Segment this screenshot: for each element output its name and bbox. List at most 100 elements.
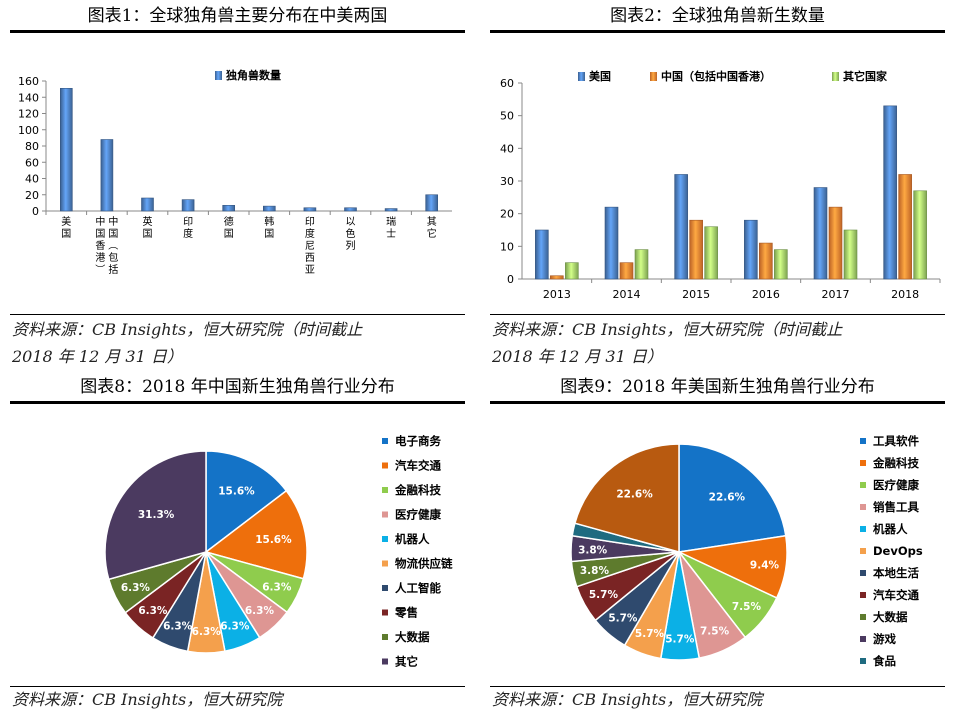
data-label: 5.7% bbox=[608, 613, 638, 625]
source-line-1: 资料来源：CB Insights，恒大研究院（时间截止 bbox=[492, 320, 843, 339]
bar bbox=[634, 249, 649, 280]
legend-label: 零售 bbox=[394, 606, 418, 620]
legend-swatch bbox=[382, 438, 388, 444]
x-tick-label: 尼 bbox=[305, 240, 315, 252]
legend-label: 本地生活 bbox=[873, 566, 919, 580]
x-tick-label: 瑞 bbox=[386, 216, 396, 228]
x-tick-label: 士 bbox=[386, 227, 396, 240]
x-tick-label: 西 bbox=[305, 253, 315, 264]
legend-label: 医疗健康 bbox=[873, 478, 919, 492]
x-tick-label: 国 bbox=[224, 228, 234, 240]
x-tick-label: 香 bbox=[95, 240, 105, 252]
x-tick-label: 以 bbox=[346, 217, 356, 228]
legend-label: 独角兽数量 bbox=[225, 68, 281, 82]
x-tick-label: 其 bbox=[427, 216, 437, 228]
legend-label: 汽车交通 bbox=[873, 588, 919, 602]
data-label: 31.3% bbox=[138, 509, 175, 521]
legend-label: 大数据 bbox=[873, 610, 908, 624]
x-tick-label: 韩 bbox=[264, 215, 274, 228]
panel-new-unicorns: 图表2：全球独角兽新生数量 0 10 20 30 40 50 60 2013 2014 2015 2… bbox=[490, 0, 945, 380]
legend-swatch bbox=[382, 585, 388, 591]
y-tick-label: 100 bbox=[18, 124, 39, 137]
x-tick-label: 美 bbox=[61, 215, 71, 228]
source-note: 资料来源：CB Insights，恒大研究院（时间截止 2018 年 12 月 … bbox=[12, 316, 362, 370]
bar bbox=[222, 205, 235, 212]
data-label: 6.3% bbox=[163, 620, 193, 632]
bar bbox=[550, 275, 564, 280]
bar bbox=[828, 206, 843, 280]
data-label: 5.7% bbox=[635, 628, 665, 640]
data-label: 22.6% bbox=[709, 491, 746, 503]
data-label: 22.6% bbox=[616, 489, 653, 501]
bar bbox=[619, 262, 634, 280]
x-tick-label: 国 bbox=[108, 228, 118, 240]
chart-title-2: 图表2：全球独角兽新生数量 bbox=[610, 6, 825, 26]
bar bbox=[604, 206, 619, 280]
legend-label: 中国（包括中国香港） bbox=[661, 69, 771, 83]
chart-title-1: 图表1：全球独角兽主要分布在中美两国 bbox=[87, 6, 388, 26]
source-line-1: 资料来源：CB Insights，恒大研究院 bbox=[12, 690, 283, 709]
panel-us-industry: 图表9：2018 年美国新生独角兽行业分布 22.6% 9.4% 7.5% 7.5% 5… bbox=[490, 373, 945, 717]
x-tick-label: （ bbox=[106, 240, 118, 250]
x-tick-label: 2013 bbox=[543, 288, 571, 301]
legend-label: 工具软件 bbox=[873, 434, 919, 448]
legend-label: 游戏 bbox=[873, 632, 896, 646]
x-tick-label: 国 bbox=[95, 228, 105, 240]
x-tick-label: 度 bbox=[183, 227, 193, 240]
pie-slice bbox=[573, 443, 680, 553]
data-label: 7.5% bbox=[700, 626, 730, 638]
legend-label: 金融科技 bbox=[394, 483, 441, 497]
y-tick-label: 30 bbox=[500, 175, 514, 188]
x-tick-label: 中 bbox=[108, 215, 118, 228]
pie-slice bbox=[678, 443, 787, 553]
legend-label: 机器人 bbox=[873, 522, 908, 536]
y-tick-label: 40 bbox=[25, 173, 39, 186]
source-rule bbox=[10, 314, 465, 315]
pie-slice bbox=[205, 450, 288, 554]
title-rule bbox=[490, 401, 945, 404]
legend-swatch bbox=[860, 570, 866, 576]
pie-slice bbox=[104, 450, 207, 581]
legend-swatch bbox=[860, 636, 866, 642]
y-tick-label: 80 bbox=[25, 140, 39, 153]
bar-chart-unicorn-count: 020406080100120140160美国中国（包括中国香港）英国印度德国韩… bbox=[18, 68, 452, 276]
legend-swatch bbox=[382, 609, 388, 616]
legend-swatch bbox=[860, 460, 866, 466]
bar bbox=[744, 219, 758, 280]
x-tick-label: 列 bbox=[346, 239, 356, 252]
y-tick-label: 40 bbox=[500, 142, 514, 155]
y-tick-label: 160 bbox=[18, 75, 39, 88]
source-note: 资料来源：CB Insights，恒大研究院（时间截止 2018 年 12 月 … bbox=[492, 316, 842, 370]
legend-label: 汽车交通 bbox=[395, 459, 441, 473]
legend-label: DevOps bbox=[873, 544, 923, 558]
bar bbox=[913, 190, 927, 280]
legend-swatch bbox=[832, 72, 839, 81]
source-note: 资料来源：CB Insights，恒大研究院 bbox=[492, 686, 762, 713]
legend-swatch bbox=[650, 72, 657, 81]
source-line-1: 资料来源：CB Insights，恒大研究院 bbox=[492, 690, 763, 709]
bar bbox=[689, 219, 703, 280]
legend-swatch bbox=[860, 658, 866, 664]
legend-label: 电子商务 bbox=[395, 434, 441, 448]
data-label: 15.6% bbox=[255, 534, 292, 546]
legend-label: 机器人 bbox=[395, 532, 430, 546]
data-label: 6.3% bbox=[138, 605, 168, 617]
bar bbox=[759, 242, 773, 280]
x-tick-label: 度 bbox=[305, 227, 315, 240]
x-tick-label: 它 bbox=[427, 227, 437, 240]
legend-swatch bbox=[382, 536, 388, 542]
legend-swatch bbox=[860, 438, 866, 444]
source-rule bbox=[10, 686, 465, 687]
x-tick-label: 港 bbox=[95, 252, 105, 264]
legend-label: 人工智能 bbox=[395, 581, 441, 595]
title-rule bbox=[10, 401, 465, 404]
source-line-2: 2018 年 12 月 31 日） bbox=[492, 347, 663, 366]
legend-swatch bbox=[382, 487, 388, 493]
x-tick-label: 印 bbox=[183, 216, 193, 228]
bar bbox=[843, 229, 858, 280]
panel-china-industry: 图表8：2018 年中国新生独角兽行业分布 15.6% 15.6% 6.3% 6.3%… bbox=[10, 373, 465, 717]
legend-label: 物流供应链 bbox=[395, 557, 453, 571]
y-tick-label: 60 bbox=[500, 77, 514, 90]
y-tick-label: 60 bbox=[25, 156, 39, 169]
chart-title-9: 图表9：2018 年美国新生独角兽行业分布 bbox=[560, 377, 875, 397]
